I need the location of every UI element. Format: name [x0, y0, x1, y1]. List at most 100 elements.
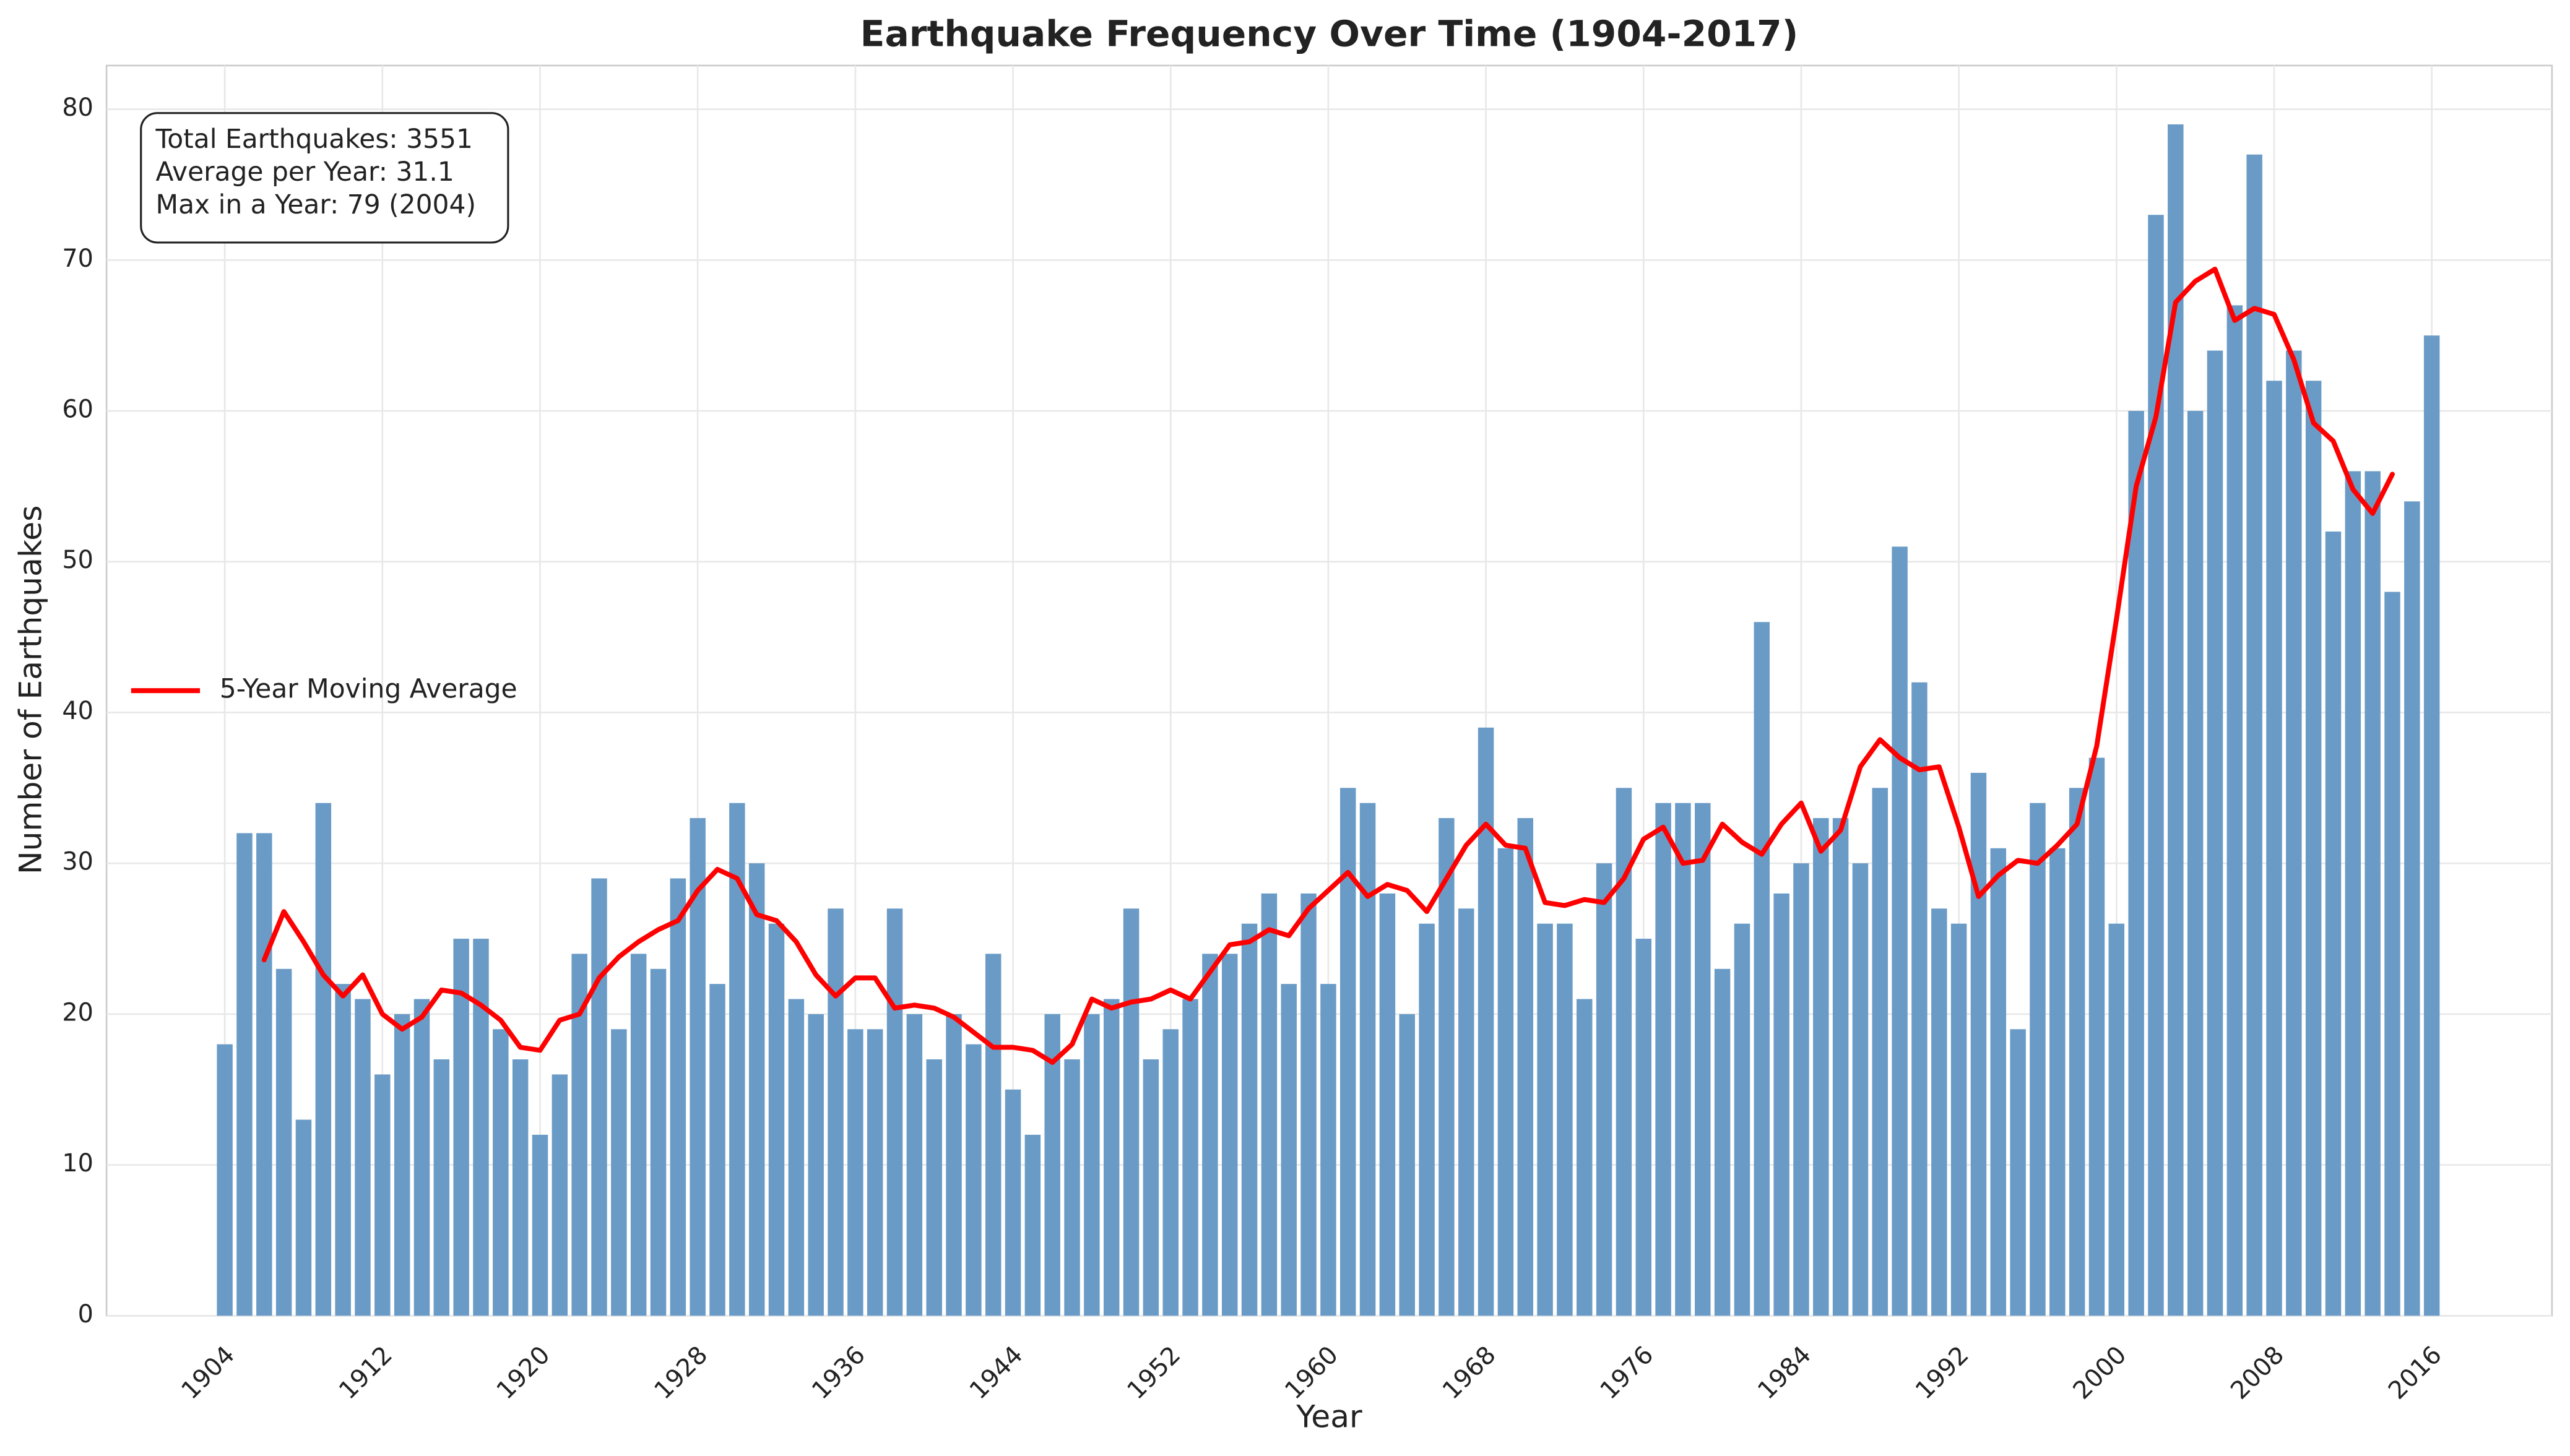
bar — [335, 984, 351, 1316]
bar — [2345, 471, 2361, 1316]
bar — [1241, 923, 1258, 1316]
bar — [906, 1014, 923, 1316]
bar — [926, 1059, 942, 1316]
bar — [1261, 893, 1278, 1316]
bar — [1340, 788, 1356, 1316]
x-tick-label: 1968 — [1437, 1341, 1502, 1405]
bar — [1714, 968, 1731, 1316]
bar — [1064, 1059, 1080, 1316]
bar — [1596, 863, 1612, 1316]
bar — [1024, 1134, 1041, 1316]
x-axis-label: Year — [1296, 1398, 1362, 1435]
bar — [1320, 984, 1336, 1316]
bar — [1695, 803, 1711, 1316]
bar — [256, 833, 272, 1316]
bar — [1931, 908, 1947, 1316]
x-tick-label: 1944 — [964, 1341, 1029, 1405]
bar — [2423, 335, 2440, 1316]
x-tick-label: 1952 — [1122, 1341, 1186, 1405]
bar — [1202, 954, 1218, 1316]
bar — [1084, 1014, 1100, 1316]
bar — [493, 1029, 509, 1316]
bar — [1458, 908, 1474, 1316]
bar — [1970, 772, 1987, 1316]
y-tick-label: 0 — [78, 1300, 93, 1329]
bar — [2404, 501, 2420, 1316]
bar — [1103, 999, 1120, 1316]
bar — [1281, 984, 1297, 1316]
bar — [1813, 818, 1829, 1316]
bar — [1655, 803, 1671, 1316]
bar — [236, 833, 253, 1316]
bar — [1872, 788, 1889, 1316]
bar — [1182, 999, 1198, 1316]
bar — [2049, 848, 2066, 1316]
bar — [788, 999, 805, 1316]
bar — [1359, 803, 1376, 1316]
bar — [275, 968, 292, 1316]
bar — [1635, 939, 1652, 1316]
y-tick-label: 20 — [62, 998, 93, 1027]
bar — [1419, 923, 1435, 1316]
x-tick-label: 1912 — [334, 1341, 398, 1405]
y-tick-label: 80 — [62, 93, 93, 122]
bar — [473, 939, 489, 1316]
bar — [2364, 471, 2381, 1316]
y-tick-label: 40 — [62, 697, 93, 725]
bar — [591, 878, 607, 1316]
y-tick-label: 70 — [62, 244, 93, 273]
bar — [847, 1029, 863, 1316]
bar — [611, 1029, 627, 1316]
bar — [433, 1059, 450, 1316]
annotation-line: Total Earthquakes: 3551 — [155, 124, 473, 154]
bar — [946, 1014, 962, 1316]
bar — [1478, 727, 1494, 1316]
x-tick-label: 1992 — [1910, 1341, 1975, 1405]
bar — [768, 923, 785, 1316]
chart-title: Earthquake Frequency Over Time (1904-201… — [860, 12, 1799, 54]
x-tick-label: 1984 — [1752, 1341, 1817, 1405]
bar — [453, 939, 469, 1316]
x-tick-label: 2000 — [2067, 1341, 2132, 1405]
legend-label: 5-Year Moving Average — [220, 674, 517, 704]
bar — [1439, 818, 1455, 1316]
bar — [1537, 923, 1553, 1316]
annotation-line: Average per Year: 31.1 — [156, 157, 454, 187]
bar — [709, 984, 725, 1316]
bar — [1399, 1014, 1415, 1316]
bar — [1379, 893, 1396, 1316]
bar — [217, 1044, 233, 1316]
bar — [512, 1059, 529, 1316]
bar — [374, 1074, 391, 1316]
bar — [1675, 803, 1691, 1316]
bar — [1162, 1029, 1179, 1316]
bar — [670, 878, 686, 1316]
bar — [985, 954, 1002, 1316]
bar — [650, 968, 667, 1316]
bar — [1990, 848, 2007, 1316]
bar — [1005, 1089, 1021, 1316]
bar — [1793, 863, 1809, 1316]
bar — [1123, 908, 1140, 1316]
x-tick-label: 1960 — [1279, 1341, 1344, 1405]
bar — [1300, 893, 1317, 1316]
bar — [355, 999, 371, 1316]
bar — [2088, 757, 2105, 1316]
bar — [1950, 923, 1967, 1316]
bar — [2187, 411, 2204, 1316]
bar — [1734, 923, 1750, 1316]
y-axis-label: Number of Earthquakes — [12, 506, 48, 875]
x-tick-label: 1936 — [807, 1341, 871, 1405]
bar — [2128, 411, 2144, 1316]
bar — [1517, 818, 1533, 1316]
x-tick-label: 1928 — [649, 1341, 713, 1405]
bar — [2069, 788, 2085, 1316]
y-tick-label: 30 — [62, 848, 93, 876]
bar — [1911, 682, 1928, 1316]
x-tick-label: 1904 — [176, 1341, 240, 1405]
bar — [295, 1119, 312, 1316]
y-tick-label: 50 — [62, 546, 93, 574]
bar — [2325, 532, 2342, 1316]
bar — [552, 1074, 568, 1316]
